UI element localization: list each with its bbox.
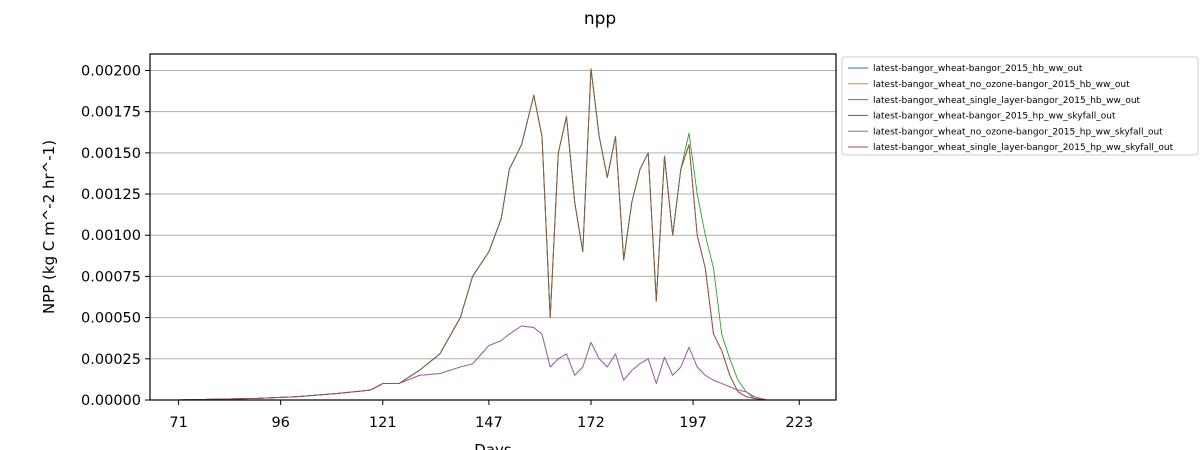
y-axis-label: NPP (kg C m^-2 hr^-1) xyxy=(40,140,58,314)
x-tick-label: 223 xyxy=(785,415,813,431)
x-tick-label: 197 xyxy=(679,415,707,431)
y-tick-label: 0.00150 xyxy=(81,146,141,162)
legend-entry: latest-bangor_wheat_no_ozone-bangor_2015… xyxy=(873,80,1130,90)
legend-box xyxy=(841,56,1199,156)
y-tick-label: 0.00000 xyxy=(81,393,141,409)
chart-title: npp xyxy=(584,9,616,29)
series-line xyxy=(178,68,767,401)
y-tick-label: 0.00175 xyxy=(81,105,141,121)
x-tick-label: 71 xyxy=(169,415,187,431)
y-tick-label: 0.00050 xyxy=(81,311,141,327)
grid-lines xyxy=(150,69,836,401)
y-tick-label: 0.00100 xyxy=(81,228,141,244)
y-tick-label: 0.00025 xyxy=(81,352,141,368)
x-tick-label: 172 xyxy=(577,415,605,431)
legend-entry: latest-bangor_wheat-bangor_2015_hp_ww_sk… xyxy=(873,112,1116,122)
legend-entry: latest-bangor_wheat_single_layer-bangor_… xyxy=(873,143,1174,153)
y-axis-ticks: 0.00000 0.00025 0.00050 0.00075 0.00100 0.001… xyxy=(81,63,150,409)
legend-entry: latest-bangor_wheat_no_ozone-bangor_2015… xyxy=(873,127,1163,137)
series-line xyxy=(178,68,767,401)
x-tick-label: 96 xyxy=(271,415,289,431)
series-lines xyxy=(178,68,767,401)
legend-entry: latest-bangor_wheat-bangor_2015_hb_ww_ou… xyxy=(873,64,1083,74)
x-tick-label: 147 xyxy=(475,415,503,431)
plot-frame xyxy=(149,53,837,401)
y-tick-label: 0.00075 xyxy=(81,269,141,285)
y-tick-label: 0.00200 xyxy=(81,63,141,79)
series-line xyxy=(178,68,767,401)
x-axis-ticks: 71 96 121 147 172 197 223 xyxy=(169,400,813,431)
legend: latest-bangor_wheat-bangor_2015_hb_ww_ou… xyxy=(841,56,1199,156)
y-tick-label: 0.00125 xyxy=(81,187,141,203)
series-line xyxy=(178,68,767,401)
legend-entry: latest-bangor_wheat_single_layer-bangor_… xyxy=(873,96,1141,106)
x-axis-label: Days xyxy=(474,441,512,450)
series-line xyxy=(178,325,767,401)
series-line xyxy=(178,325,767,401)
x-tick-label: 121 xyxy=(369,415,397,431)
